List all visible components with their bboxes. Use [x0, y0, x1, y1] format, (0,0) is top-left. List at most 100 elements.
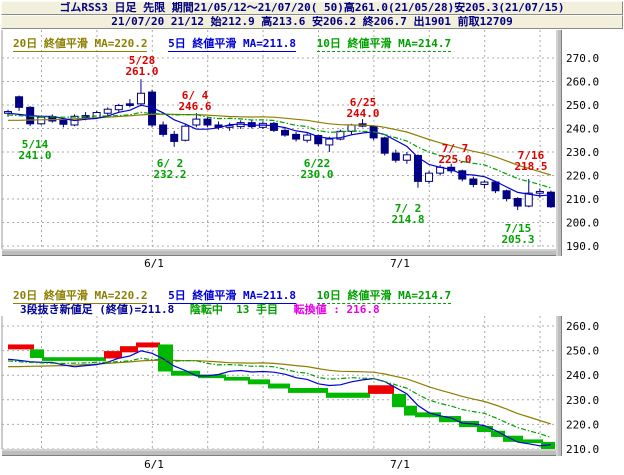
candle-body [336, 130, 345, 140]
nvb-block-down [30, 349, 44, 358]
candle-body [170, 133, 179, 142]
svg-text:210.0: 210.0 [566, 443, 599, 456]
candle-body [114, 104, 123, 111]
svg-text:260.0: 260.0 [566, 76, 599, 89]
axis-frame [2, 30, 562, 256]
axis-frame [2, 316, 562, 456]
nvb-block-up [120, 346, 138, 353]
svg-text:218.5: 218.5 [514, 160, 547, 173]
chart1-ma-legend: 20日 終値平滑 MA=220.2 5日 終値平滑 MA=211.8 10日 終… [13, 35, 465, 52]
svg-text:244.0: 244.0 [346, 107, 379, 120]
line-break-status-row: 3段抜き新値足 (終値)=211.8 陰転中 13 手目 転換値 : 216.8 [20, 301, 389, 317]
candle-body [192, 118, 201, 126]
nvb-block-up [136, 342, 160, 348]
ma10-legend-item: 10日 終値平滑 MA=214.7 [316, 289, 452, 304]
svg-text:225.0: 225.0 [438, 153, 471, 166]
candle-body [269, 122, 278, 131]
svg-text:6/25: 6/25 [350, 96, 377, 109]
nvb-block-down [404, 405, 417, 416]
svg-text:5/14: 5/14 [22, 138, 49, 151]
svg-text:241.0: 241.0 [18, 149, 51, 162]
svg-text:260.0: 260.0 [566, 320, 599, 333]
candle-body [402, 154, 411, 161]
candle-body [103, 108, 112, 114]
candle-body [15, 96, 24, 108]
nvb-block-down [541, 441, 555, 451]
instrument-period-title: ゴムRSS3 日足 先限 期間21/05/12〜21/07/20( 50)高26… [59, 1, 565, 14]
nvb-block-down [288, 387, 328, 393]
svg-text:6/1: 6/1 [144, 458, 164, 471]
candle-body [225, 125, 234, 128]
nvb-block-down [503, 435, 523, 442]
candle-body [413, 155, 422, 182]
nvb-block-down [158, 344, 173, 372]
candle-body [380, 137, 389, 154]
svg-text:205.3: 205.3 [501, 233, 534, 246]
nvb-block-down [392, 393, 406, 408]
svg-text:190.0: 190.0 [566, 240, 599, 253]
nvb-block-up [104, 351, 122, 359]
axis-labels: 270.0 260.0 250.0 240.0 230.0 220.0 210.0 200.0… [144, 52, 599, 270]
nvb-block-up [368, 385, 394, 394]
nvb-block-down [224, 376, 250, 381]
candle-body [37, 116, 46, 125]
three-line-break-chart[interactable]: 260.0 250.0 240.0 230.0 220.0 210.0 6/1 7/1 [0, 316, 624, 475]
candle-body [281, 129, 289, 136]
candle-body [325, 138, 334, 146]
axis-labels: 260.0 250.0 240.0 230.0 220.0 210.0 6/1 7/1 [144, 320, 599, 471]
candle-body [292, 133, 301, 140]
svg-text:220.0: 220.0 [566, 418, 599, 431]
candle-body [125, 103, 134, 106]
nvb-block-down [198, 374, 226, 379]
svg-text:230.0: 230.0 [566, 146, 599, 159]
nvb-block-down [439, 416, 461, 423]
grid [1, 316, 556, 450]
grid [1, 30, 556, 249]
candle-body [391, 152, 400, 161]
nvb-block-down [491, 430, 505, 437]
svg-text:230.0: 230.0 [566, 394, 599, 407]
nvb-block-down [248, 379, 270, 385]
svg-text:6/ 4: 6/ 4 [182, 89, 209, 102]
ma5-legend-item: 5日 終値平滑 MA=211.8 [168, 37, 296, 52]
svg-text:6/ 2: 6/ 2 [157, 157, 184, 170]
svg-text:230.0: 230.0 [300, 168, 333, 181]
candle-body [136, 92, 145, 105]
svg-text:7/ 2: 7/ 2 [395, 202, 422, 215]
svg-text:7/15: 7/15 [505, 222, 532, 235]
chart2-ma-legend: 20日 終値平滑 MA=220.2 5日 終値平滑 MA=211.8 10日 終… [13, 287, 465, 304]
candle-body [513, 198, 522, 207]
svg-text:7/16: 7/16 [518, 149, 545, 162]
svg-text:240.0: 240.0 [566, 369, 599, 382]
trend-status: 陰転中 13 手目 [189, 303, 278, 316]
svg-text:261.0: 261.0 [125, 65, 158, 78]
candle-body [535, 190, 544, 194]
candle-body [303, 134, 312, 141]
ma20-legend-item: 20日 終値平滑 MA=220.2 [13, 289, 148, 304]
candle-body [425, 172, 434, 182]
candle-body [524, 192, 533, 207]
candle-body [502, 190, 511, 200]
svg-text:7/1: 7/1 [390, 257, 410, 270]
svg-text:270.0: 270.0 [566, 52, 599, 65]
nvb-block-down [521, 439, 543, 444]
svg-text:7/ 7: 7/ 7 [442, 142, 469, 155]
nvb-block-down [268, 383, 290, 389]
candle-body [546, 191, 555, 208]
candle-body [59, 119, 68, 125]
nvb-block-down [171, 370, 200, 376]
svg-text:232.2: 232.2 [153, 168, 186, 181]
svg-text:220.0: 220.0 [566, 170, 599, 183]
svg-text:6/22: 6/22 [304, 157, 331, 170]
svg-text:214.8: 214.8 [391, 213, 424, 226]
candle-body [347, 124, 356, 132]
latest-quote-line: 21/07/20 21/12 始212.9 高213.6 安206.2 終206… [111, 15, 513, 28]
line-break-blocks [8, 342, 555, 451]
candle-body [469, 178, 478, 185]
nvb-block-down [477, 425, 493, 433]
nvb-block-down [326, 392, 370, 398]
nvb-block-down [415, 412, 441, 418]
nvb-block-up [8, 344, 34, 350]
